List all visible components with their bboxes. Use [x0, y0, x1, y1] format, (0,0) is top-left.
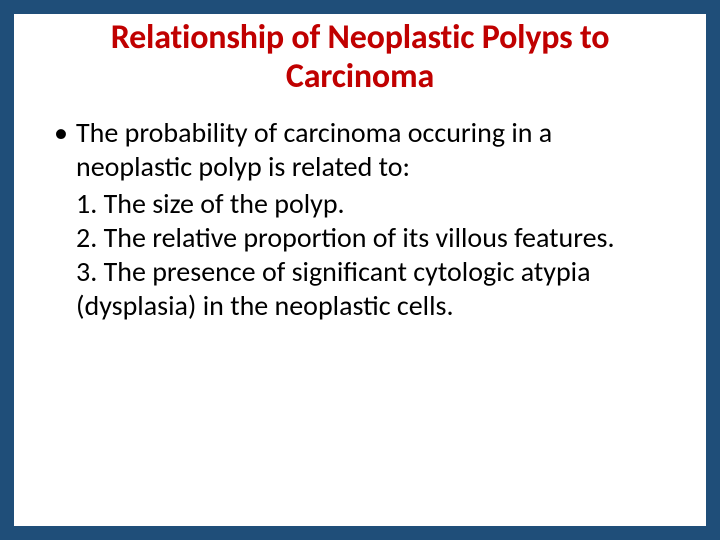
- bullet-lead-text: The probability of carcinoma occuring in…: [76, 116, 666, 184]
- numbered-list: 1. The size of the polyp. 2. The relativ…: [54, 187, 666, 324]
- list-item: 3. The presence of significant cytologic…: [76, 255, 666, 323]
- slide-title: Relationship of Neoplastic Polyps to Car…: [14, 14, 706, 110]
- list-item: 2. The relative proportion of its villou…: [76, 221, 666, 255]
- bullet-dot-icon: •: [54, 116, 76, 150]
- slide: Relationship of Neoplastic Polyps to Car…: [0, 0, 720, 540]
- slide-body: • The probability of carcinoma occuring …: [14, 110, 706, 323]
- list-item: 1. The size of the polyp.: [76, 187, 666, 221]
- bullet-item: • The probability of carcinoma occuring …: [54, 116, 666, 184]
